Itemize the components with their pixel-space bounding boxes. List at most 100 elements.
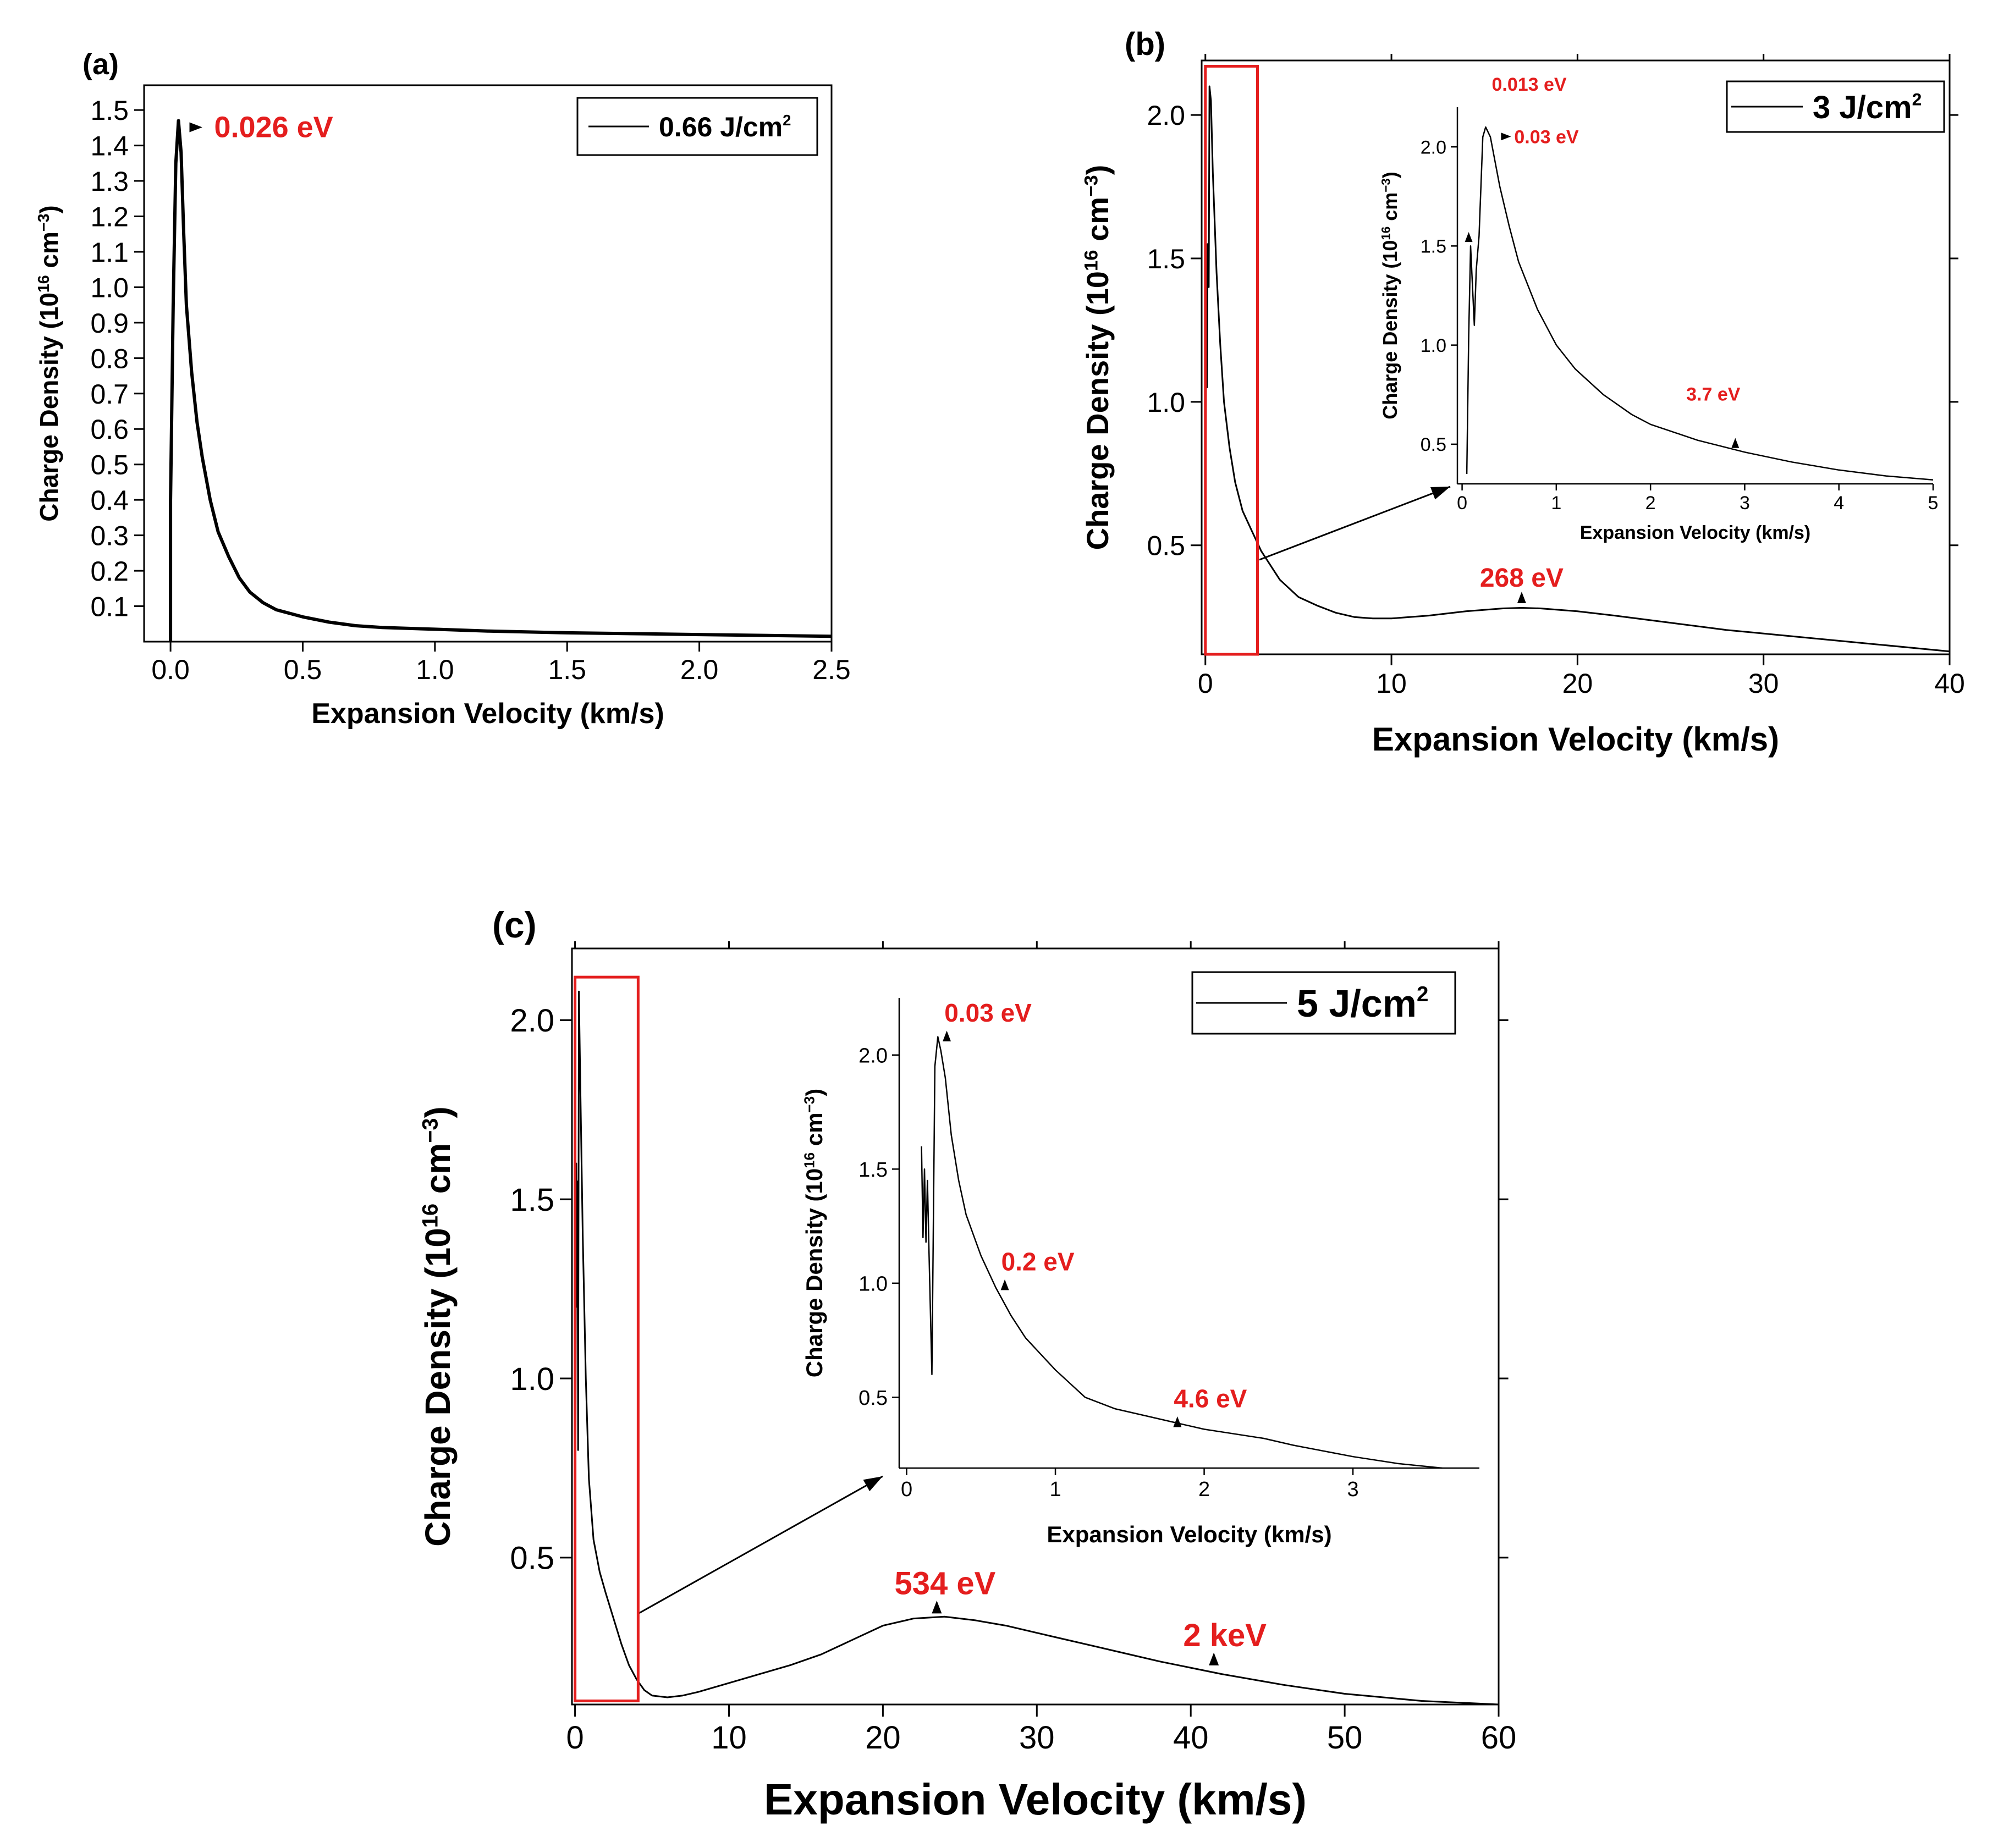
panel-c-y-axis-label: Charge Density (1016 cm−3): [418, 1106, 458, 1547]
zoom-arrows: [637, 486, 1451, 1615]
panel-c-ytick-label: 1.5: [510, 1182, 554, 1218]
panel-b-inset-ytick-label: 0.5: [1421, 434, 1446, 455]
panel-c-ytick-label: 2.0: [510, 1003, 554, 1039]
panel-c-inset-xtick-label: 1: [1049, 1478, 1061, 1501]
panel-b-inset: 0 1 2 3 4 5 0.5 1.0 1.5 2.0 Expansion Velocity (km…: [1379, 74, 1938, 543]
panel-b-label: (b): [1125, 26, 1165, 62]
panel-a-plot-frame: [143, 84, 833, 643]
panel-b-inset-series-line: [1466, 126, 1934, 481]
panel-a-ytick-label: 1.2: [90, 201, 129, 232]
panel-a-ytick-label: 0.9: [90, 308, 129, 339]
panel-a-ytick-label: 0.6: [90, 414, 129, 445]
panel-a-ytick-label: 1.4: [90, 131, 129, 162]
panel-a-y-axis-label: Charge Density (1016 cm−3): [35, 205, 63, 522]
panel-b-zoom-box: [1204, 64, 1259, 656]
panel-a-legend-label: 0.66 J/cm2: [659, 112, 791, 142]
panel-a-ytick-label: 0.7: [90, 379, 129, 410]
panel-c-zoom-box: [574, 975, 640, 1702]
panel-b-inset-xtick-label: 0: [1457, 493, 1467, 514]
panel-b-inset-x-axis-label: Expansion Velocity (km/s): [1580, 522, 1810, 543]
panel-c-inset-annotation-marker: [943, 1030, 951, 1042]
panel-c-x-axis-label: Expansion Velocity (km/s): [764, 1775, 1307, 1824]
panel-a-xtick-label: 2.0: [680, 654, 719, 685]
panel-b-annotation-marker: [1517, 592, 1526, 603]
panel-a-ytick-label: 1.1: [90, 237, 129, 268]
panel-c-xtick-label: 60: [1481, 1720, 1517, 1756]
panel-a-ytick-label: 0.2: [90, 556, 129, 587]
panel-c-inset-annotation-label: 0.03 eV: [944, 999, 1032, 1027]
panel-b-inset-xtick-label: 5: [1928, 493, 1939, 514]
panel-c-xtick-label: 30: [1019, 1720, 1055, 1756]
panel-b-inset-ytick-label: 2.0: [1421, 137, 1446, 158]
panel-c-series-line: [574, 990, 1499, 1706]
panel-a-ytick-label: 0.3: [90, 521, 129, 551]
panel-b-plot-frame: [1201, 59, 1951, 655]
panel-a-annotation-label: 0.026 eV: [214, 111, 333, 144]
panel-c-inset-xtick-label: 0: [901, 1478, 912, 1501]
panel-c-inset-y-axis-label: Charge Density (1016 cm−3): [801, 1089, 827, 1378]
panel-b-zoom-arrow-line: [1259, 486, 1451, 561]
panel-a-ytick-label: 0.1: [90, 592, 129, 622]
panel-b-xtick-label: 20: [1562, 668, 1593, 699]
panel-b-inset-y-axis-label: Charge Density (1016 cm−3): [1379, 172, 1401, 419]
panel-c-zoom-arrow-line: [637, 1475, 883, 1615]
panel-a-xtick-label: 1.5: [548, 654, 586, 685]
panel-c-xtick-label: 0: [566, 1720, 584, 1756]
panel-c-legend-label: 5 J/cm2: [1297, 982, 1428, 1025]
panel-c-inset-ytick-label: 1.0: [858, 1272, 888, 1295]
panel-b-xtick-label: 10: [1376, 668, 1407, 699]
panel-b-inset-xtick-label: 3: [1740, 493, 1750, 514]
panel-c-inset-annotation-label: 0.2 eV: [1001, 1247, 1075, 1276]
panel-a-ytick-label: 1.0: [90, 272, 129, 303]
panel-c-ytick-label: 0.5: [510, 1541, 554, 1576]
panel-c-xtick-label: 40: [1173, 1720, 1209, 1756]
panel-b-ytick-label: 1.5: [1147, 244, 1185, 274]
panel-b-series-line: [1204, 85, 1950, 653]
panel-b-inset-ytick-label: 1.5: [1421, 236, 1446, 257]
panel-c-inset-ytick-label: 2.0: [858, 1044, 888, 1067]
panel-a-ytick-label: 1.3: [90, 166, 129, 197]
panel-b-inset-xtick-label: 1: [1551, 493, 1561, 514]
panel-c-inset-annotation-label: 4.6 eV: [1174, 1384, 1247, 1413]
panel-a-ytick-label: 0.8: [90, 343, 129, 374]
panel-c-inset-x-axis-label: Expansion Velocity (km/s): [1047, 1521, 1331, 1547]
panel-a-ytick-label: 1.5: [90, 95, 129, 126]
panel-c-inset-annotation-marker: [1000, 1279, 1009, 1290]
panel-c-inset-ytick-label: 0.5: [858, 1387, 888, 1410]
panel-b-y-axis-label: Charge Density (1016 cm−3): [1080, 165, 1115, 550]
panel-c-inset-ytick-label: 1.5: [858, 1159, 888, 1182]
panel-a-xtick-label: 1.0: [416, 654, 454, 685]
panel-b-ytick-label: 2.0: [1147, 100, 1185, 131]
panel-a-series-line: [169, 119, 832, 642]
panel-b-inset-annotation-label: 0.013 eV: [1491, 74, 1566, 95]
panel-b-inset-annotation-marker: [1501, 133, 1511, 141]
panel-c-inset-annotation-marker: [1173, 1416, 1182, 1427]
panel-c-ytick-label: 1.0: [510, 1361, 554, 1397]
panel-a: (a) 0.0 0.5 1.0 1.5 2.0 2.5 0.1 0.2 0.3 0.4 0.5 0.6 0…: [35, 48, 851, 730]
panel-c-annotation-marker: [932, 1600, 942, 1614]
panel-b-inset-annotation-marker: [1465, 231, 1473, 242]
panel-b-xtick-label: 0: [1198, 668, 1213, 699]
panel-c-annotation-label: 534 eV: [894, 1565, 995, 1601]
panel-c-inset-xtick-label: 3: [1347, 1478, 1358, 1501]
panel-c-annotation-label: 2 keV: [1183, 1618, 1267, 1653]
panel-b-inset-annotation-marker: [1731, 438, 1740, 448]
panel-b-x-axis-label: Expansion Velocity (km/s): [1372, 721, 1779, 758]
panel-c-xtick-label: 20: [865, 1720, 901, 1756]
panel-c-plot-frame: [571, 947, 1500, 1706]
panel-c-inset: 0 1 2 3 0.5 1.0 1.5 2.0 Expansion Velocity (km/s…: [801, 998, 1479, 1547]
panel-a-annotation-marker: [189, 122, 202, 133]
panel-b-legend-label: 3 J/cm2: [1813, 90, 1922, 125]
panel-c-xtick-label: 10: [711, 1720, 747, 1756]
panel-c-annotation-marker: [1209, 1652, 1219, 1665]
panel-b-ytick-label: 0.5: [1147, 531, 1185, 561]
panel-a-ytick-label: 0.5: [90, 450, 129, 481]
panel-a-label: (a): [82, 48, 119, 81]
panel-b-xtick-label: 40: [1934, 668, 1965, 699]
panel-c-xtick-label: 50: [1327, 1720, 1363, 1756]
panel-c-inset-series-line: [921, 1036, 1443, 1469]
